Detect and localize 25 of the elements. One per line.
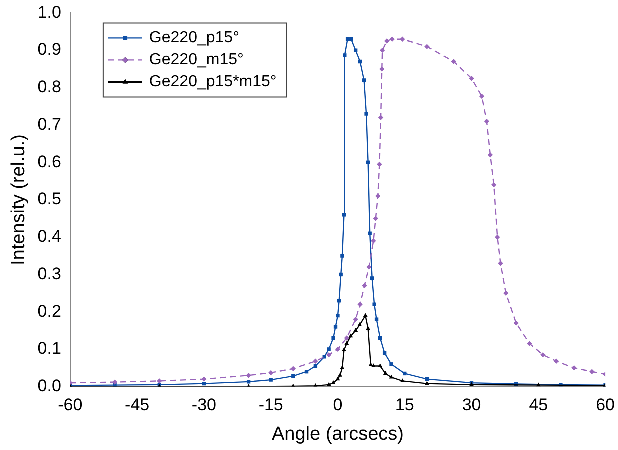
- x-tick-label: 60: [596, 396, 616, 415]
- x-tick-label: -30: [192, 396, 216, 415]
- x-tick-label: 0: [333, 396, 343, 415]
- y-tick-label: 0.6: [38, 152, 62, 172]
- x-tick-label: -15: [258, 396, 284, 415]
- y-tick-label: 0.3: [38, 264, 62, 284]
- y-tick-label: 0.0: [38, 376, 62, 396]
- legend-label: Ge220_p15°: [149, 30, 240, 47]
- y-tick-label: 0.7: [38, 114, 62, 134]
- y-tick-label: 0.4: [38, 227, 62, 246]
- y-tick-label: 0.1: [38, 339, 62, 358]
- y-tick-label: 0.9: [38, 40, 62, 60]
- legend-label: Ge220_p15*m15°: [149, 74, 277, 91]
- y-tick-label: 1.0: [38, 2, 62, 22]
- legend-label: Ge220_m15°: [149, 52, 244, 69]
- x-axis-title: Angle (arcsecs): [272, 424, 404, 445]
- y-tick-label: 0.8: [38, 78, 62, 97]
- x-tick-label: 15: [395, 396, 414, 415]
- x-tick-label: -60: [58, 396, 83, 415]
- x-tick-label: 30: [462, 396, 482, 415]
- y-tick-label: 0.5: [38, 190, 62, 209]
- x-tick-label: -45: [125, 396, 150, 415]
- y-axis-title: Intensity (rel.u.): [8, 134, 30, 266]
- y-tick-label: 0.2: [38, 302, 62, 321]
- x-tick-label: 45: [529, 396, 548, 415]
